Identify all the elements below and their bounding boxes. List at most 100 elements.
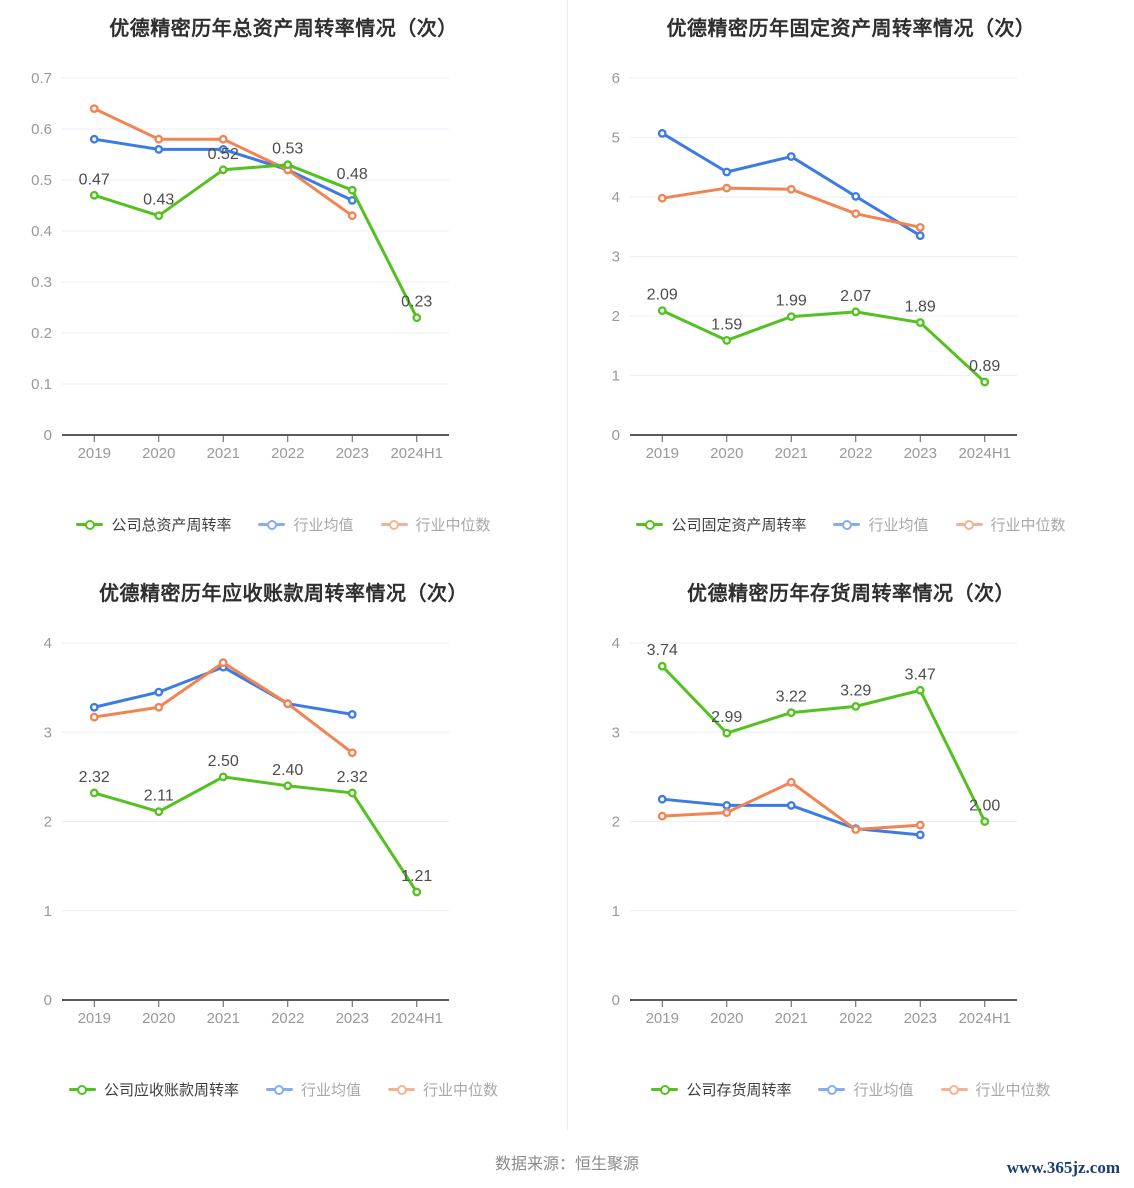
legend-label: 行业中位数: [990, 517, 1066, 534]
data-point[interactable]: [851, 825, 861, 834]
legend-item-公司固定资产周转率[interactable]: 公司固定资产周转率: [636, 514, 806, 535]
data-point[interactable]: [786, 184, 796, 194]
legend-item-行业均值[interactable]: 行业均值: [818, 1079, 914, 1100]
data-point[interactable]: [657, 306, 667, 316]
legend-item-行业均值[interactable]: 行业均值: [833, 514, 929, 535]
data-point[interactable]: [786, 708, 796, 718]
data-point[interactable]: [851, 209, 861, 219]
data-point[interactable]: [980, 377, 990, 387]
data-point[interactable]: [154, 211, 164, 221]
data-point[interactable]: [89, 190, 99, 200]
y-axis-tick-label: 0.7: [31, 70, 52, 87]
data-point[interactable]: [722, 728, 732, 738]
legend-label: 行业中位数: [415, 517, 491, 534]
data-point-label: 0.43: [143, 192, 174, 209]
x-axis-tick-label: 2021: [207, 445, 240, 462]
legend-item-行业均值[interactable]: 行业均值: [265, 1079, 361, 1100]
data-point[interactable]: [218, 145, 228, 154]
data-point[interactable]: [786, 152, 796, 161]
series-公司应收账款周转率: 2.32 2.11 2.50 2.40 2.32 1.21: [79, 753, 432, 897]
data-point[interactable]: [722, 167, 732, 177]
data-point[interactable]: [786, 312, 796, 321]
legend-item-公司总资产周转率[interactable]: 公司总资产周转率: [76, 514, 231, 535]
data-point[interactable]: [154, 145, 164, 154]
data-point[interactable]: [89, 104, 99, 113]
data-point[interactable]: [154, 702, 164, 712]
data-point[interactable]: [218, 165, 228, 175]
data-point[interactable]: [722, 335, 732, 345]
data-point[interactable]: [412, 887, 422, 897]
data-point-label: 1.21: [401, 868, 432, 885]
data-point[interactable]: [283, 781, 293, 791]
data-point[interactable]: [347, 788, 357, 798]
data-point-label: 1.59: [711, 316, 742, 333]
data-point[interactable]: [283, 699, 293, 709]
data-point[interactable]: [657, 811, 667, 821]
legend-label: 行业均值: [853, 1082, 914, 1099]
data-point-label: 2.99: [711, 709, 742, 726]
data-point[interactable]: [154, 687, 164, 697]
data-point[interactable]: [283, 160, 293, 170]
legend-label: 公司总资产周转率: [111, 517, 232, 534]
data-point[interactable]: [89, 712, 99, 722]
data-point[interactable]: [722, 801, 732, 810]
x-axis-tick-label: 2024H1: [390, 1010, 443, 1027]
data-point[interactable]: [786, 801, 796, 810]
data-point[interactable]: [786, 777, 796, 787]
site-watermark-link[interactable]: www.365jz.com: [1006, 1158, 1120, 1177]
data-point[interactable]: [89, 788, 99, 798]
data-point[interactable]: [218, 658, 228, 668]
data-point[interactable]: [89, 134, 99, 144]
data-point[interactable]: [347, 185, 357, 195]
data-point-label: 3.74: [647, 642, 678, 659]
data-point[interactable]: [915, 222, 925, 232]
data-point[interactable]: [915, 820, 925, 830]
legend-item-行业中位数[interactable]: 行业中位数: [380, 514, 491, 535]
data-point[interactable]: [347, 748, 357, 758]
data-point[interactable]: [89, 702, 99, 712]
data-point[interactable]: [722, 183, 732, 193]
data-point[interactable]: [154, 134, 164, 144]
data-point[interactable]: [218, 772, 228, 782]
legend-item-公司应收账款周转率[interactable]: 公司应收账款周转率: [68, 1079, 239, 1100]
legend-item-公司存货周转率[interactable]: 公司存货周转率: [651, 1079, 791, 1100]
legend-item-行业均值[interactable]: 行业均值: [258, 514, 354, 535]
legend-label: 公司存货周转率: [686, 1082, 792, 1099]
data-point[interactable]: [412, 313, 422, 323]
data-point[interactable]: [657, 661, 667, 671]
x-axis-tick-label: 2023: [336, 1010, 369, 1027]
data-point[interactable]: [722, 808, 732, 817]
data-point-label: 0.52: [208, 146, 239, 163]
page-footer: 数据来源：恒生聚源 www.365jz.com: [0, 1130, 1134, 1188]
data-point-label: 2.07: [840, 288, 871, 305]
chart-title-total-asset-turnover: 优德精密历年总资产周转率情况（次）: [109, 18, 458, 40]
legend-line-marker-icon: [818, 1084, 846, 1095]
data-point[interactable]: [915, 830, 925, 840]
data-point[interactable]: [218, 134, 228, 144]
data-point[interactable]: [980, 817, 990, 826]
series-公司总资产周转率: 0.47 0.43 0.52 0.53 0.48 0.23: [79, 141, 432, 323]
data-point[interactable]: [915, 231, 925, 241]
legend-item-行业中位数[interactable]: 行业中位数: [940, 1079, 1051, 1100]
data-point[interactable]: [851, 192, 861, 201]
y-axis-tick-label: 3: [612, 724, 620, 741]
y-axis-tick-label: 0: [44, 427, 52, 444]
data-point[interactable]: [347, 710, 357, 719]
data-point[interactable]: [851, 701, 861, 711]
chart-title-fixed-asset-turnover: 优德精密历年固定资产周转率情况（次）: [666, 18, 1036, 40]
data-point[interactable]: [915, 318, 925, 327]
data-point[interactable]: [657, 128, 667, 138]
data-point[interactable]: [347, 195, 357, 205]
legend-item-行业中位数[interactable]: 行业中位数: [388, 1079, 498, 1100]
chart-legend: 公司固定资产周转率 行业均值 行业中位数: [568, 514, 1134, 535]
data-point[interactable]: [657, 193, 667, 203]
legend-item-行业中位数[interactable]: 行业中位数: [955, 514, 1066, 535]
y-axis-tick-label: 4: [44, 635, 52, 652]
y-axis-tick-label: 0: [612, 427, 620, 444]
data-point[interactable]: [851, 307, 861, 317]
y-axis-tick-label: 3: [612, 249, 620, 266]
data-point[interactable]: [915, 685, 925, 695]
data-point[interactable]: [154, 807, 164, 817]
data-point[interactable]: [347, 211, 357, 221]
data-point[interactable]: [657, 794, 667, 804]
